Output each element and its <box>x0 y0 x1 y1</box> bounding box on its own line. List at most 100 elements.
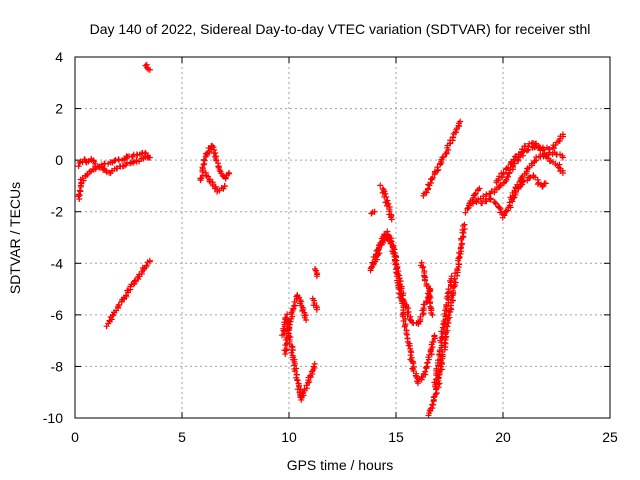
data-point <box>371 208 378 215</box>
data-point <box>429 344 436 351</box>
data-point <box>504 207 511 214</box>
data-point <box>526 174 533 181</box>
x-tick-label: 10 <box>281 429 297 445</box>
data-point <box>419 264 426 271</box>
y-tick-label: 0 <box>55 152 63 168</box>
data-point <box>199 164 206 171</box>
data-point <box>445 286 452 293</box>
data-point <box>483 191 490 198</box>
x-tick-label: 15 <box>388 429 404 445</box>
data-point <box>505 173 512 180</box>
data-point <box>430 394 437 401</box>
data-point <box>559 131 566 138</box>
data-point <box>287 318 294 325</box>
data-point <box>456 261 463 268</box>
data-point <box>144 154 151 161</box>
data-point <box>536 144 543 151</box>
data-point <box>282 351 289 358</box>
y-tick-label: -10 <box>43 410 63 426</box>
data-point <box>429 174 436 181</box>
data-point <box>383 193 390 200</box>
x-axis-label: GPS time / hours <box>287 457 394 473</box>
data-point <box>438 366 445 373</box>
data-point <box>449 134 456 141</box>
data-point <box>92 162 99 169</box>
data-point <box>200 156 207 163</box>
data-point <box>422 368 429 375</box>
data-point <box>457 118 464 125</box>
plot-frame <box>74 56 611 419</box>
data-point <box>291 368 298 375</box>
data-point <box>143 262 150 269</box>
data-point <box>434 164 441 171</box>
data-point <box>133 157 140 164</box>
data-point <box>488 188 495 195</box>
data-point <box>396 290 403 297</box>
data-point <box>132 277 139 284</box>
data-point <box>289 347 296 354</box>
data-point <box>293 371 300 378</box>
grid <box>75 57 610 418</box>
data-point <box>420 263 427 270</box>
data-point <box>288 343 295 350</box>
data-point <box>479 200 486 207</box>
data-point <box>146 66 153 73</box>
data-point <box>283 346 290 353</box>
y-tick-label: -4 <box>51 255 64 271</box>
data-point <box>533 143 540 150</box>
data-point <box>431 379 438 386</box>
data-point <box>313 306 320 313</box>
data-point <box>436 347 443 354</box>
data-point <box>559 154 566 161</box>
data-points <box>75 61 567 419</box>
y-tick-label: 2 <box>55 101 63 117</box>
data-point <box>310 302 317 309</box>
data-point <box>499 174 506 181</box>
data-point <box>288 349 295 356</box>
data-point <box>487 196 494 203</box>
data-point <box>94 163 101 170</box>
data-point <box>422 277 429 284</box>
data-point <box>516 178 523 185</box>
data-point <box>368 210 375 217</box>
data-point <box>379 189 386 196</box>
data-point <box>121 156 128 163</box>
x-tick-label: 25 <box>602 429 618 445</box>
chart-title: Day 140 of 2022, Sidereal Day-to-day VTE… <box>90 21 591 37</box>
data-point <box>116 302 123 309</box>
data-point <box>429 311 436 318</box>
data-point <box>559 170 566 177</box>
data-point <box>524 147 531 154</box>
data-point <box>76 187 83 194</box>
data-point <box>438 334 445 341</box>
data-point <box>542 180 549 187</box>
data-point <box>75 163 82 170</box>
data-point <box>383 202 390 209</box>
data-point <box>402 322 409 329</box>
data-point <box>80 177 87 184</box>
data-point <box>426 351 433 358</box>
data-point <box>428 351 435 358</box>
data-point <box>423 364 430 371</box>
data-point <box>210 144 217 151</box>
data-point <box>134 152 141 159</box>
data-point <box>293 365 300 372</box>
data-point <box>388 216 395 223</box>
data-point <box>313 273 320 280</box>
data-point <box>131 278 138 285</box>
data-point <box>448 273 455 280</box>
data-point <box>423 283 430 290</box>
data-point <box>496 173 503 180</box>
data-point <box>497 181 504 188</box>
data-point <box>206 177 213 184</box>
data-point <box>389 243 396 250</box>
y-tick-label: -6 <box>51 307 64 323</box>
data-point <box>556 161 563 168</box>
data-point <box>111 158 118 165</box>
data-point <box>418 259 425 266</box>
data-point <box>428 176 435 183</box>
data-point <box>446 314 453 321</box>
data-point <box>514 181 521 188</box>
data-point <box>201 157 208 164</box>
